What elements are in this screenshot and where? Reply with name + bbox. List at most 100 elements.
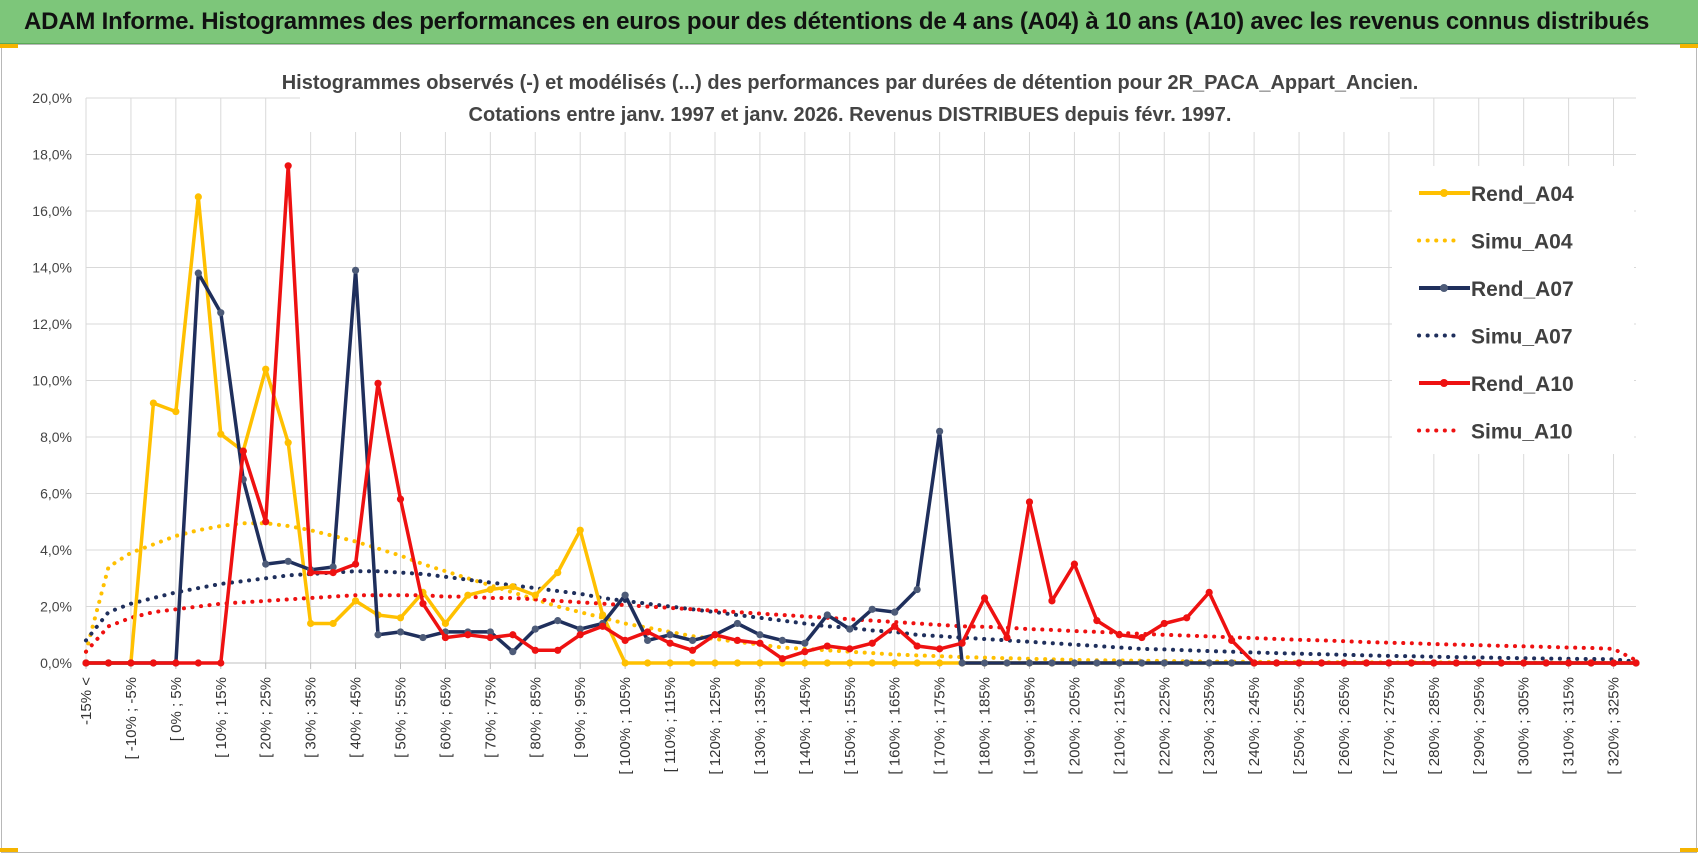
data-point-rend-a10: [1093, 617, 1101, 625]
data-point-rend-a10: [599, 622, 607, 630]
data-point-rend-a04: [576, 526, 584, 534]
data-point-rend-a07: [576, 625, 584, 633]
data-point-rend-a07: [756, 631, 764, 639]
legend-marker-rend-a07: [1440, 284, 1448, 292]
series-line-rend-a10: [86, 164, 1636, 665]
data-point-rend-a04: [733, 659, 742, 667]
data-point-rend-a04: [823, 659, 831, 667]
series-line-simu-a04: [84, 521, 1638, 665]
data-point-rend-a10: [1183, 614, 1191, 622]
data-point-rend-a10: [1317, 659, 1326, 667]
data-point-rend-a07: [329, 563, 337, 571]
data-point-rend-a07: [1093, 659, 1101, 667]
data-point-rend-a10: [1070, 560, 1079, 568]
x-tick-label: [ 100% ; 105%: [617, 677, 634, 775]
data-point-rend-a10: [1025, 498, 1034, 506]
data-point-rend-a07: [284, 557, 292, 565]
y-tick-label: 6,0%: [40, 486, 72, 502]
x-tick-label: [ 10% ; 15%: [213, 677, 230, 758]
x-tick-label: [ 20% ; 25%: [258, 677, 275, 758]
data-point-rend-a07: [936, 427, 944, 435]
data-point-rend-a10: [958, 639, 966, 647]
series-line-simu-a07: [84, 569, 1638, 664]
data-point-rend-a10: [1632, 659, 1640, 667]
data-point-rend-a10: [913, 642, 921, 650]
data-point-rend-a10: [778, 655, 786, 663]
data-point-rend-a04: [913, 659, 921, 667]
data-point-rend-a10: [1160, 619, 1168, 628]
data-point-rend-a07: [666, 631, 674, 639]
x-tick-label: [ 190% ; 195%: [1021, 677, 1038, 775]
data-point-rend-a10: [1250, 659, 1258, 667]
data-point-rend-a04: [262, 365, 270, 373]
data-point-rend-a04: [172, 407, 180, 416]
x-tick-label: [ 160% ; 165%: [887, 677, 904, 775]
legend-marker-rend-a10: [1440, 379, 1448, 387]
data-point-rend-a10: [1048, 597, 1056, 605]
data-point-rend-a10: [1340, 659, 1348, 667]
data-point-rend-a10: [464, 631, 472, 639]
legend: Rend_A04 Simu_A04 Rend_A07 Simu_A07 Rend_A10…: [1392, 166, 1634, 454]
data-point-rend-a04: [464, 591, 472, 599]
data-point-rend-a07: [891, 608, 899, 616]
data-point-rend-a10: [1295, 659, 1303, 667]
corner-mark: [0, 44, 18, 48]
data-point-rend-a10: [868, 639, 876, 647]
x-tick-label: [ 310% ; 315%: [1561, 677, 1578, 775]
chart-frame: [1, 44, 1697, 853]
data-point-rend-a10: [1542, 659, 1550, 667]
y-tick-label: 16,0%: [32, 203, 72, 219]
data-point-rend-a04: [486, 585, 494, 594]
data-point-rend-a04: [643, 659, 652, 667]
y-tick-label: 12,0%: [32, 316, 72, 332]
data-point-rend-a04: [599, 611, 607, 619]
x-tick-label: [ 30% ; 35%: [303, 677, 320, 758]
data-point-rend-a10: [1452, 659, 1460, 667]
data-point-rend-a10: [1362, 659, 1371, 667]
data-point-rend-a10: [643, 628, 652, 636]
data-point-rend-a07: [194, 269, 202, 277]
data-point-rend-a10: [846, 645, 854, 653]
data-point-rend-a10: [801, 648, 809, 656]
data-point-rend-a07: [1115, 659, 1123, 667]
data-point-rend-a07: [1048, 659, 1056, 667]
report-banner: ADAM Informe. Histogrammes des performan…: [0, 0, 1698, 44]
data-point-rend-a07: [980, 659, 989, 667]
data-point-rend-a10: [711, 631, 719, 639]
x-tick-label: [ 170% ; 175%: [932, 677, 949, 775]
x-tick-label: [ 70% ; 75%: [482, 677, 499, 758]
data-point-rend-a10: [688, 646, 697, 654]
data-point-rend-a10: [1520, 659, 1528, 667]
data-point-rend-a04: [801, 659, 809, 667]
x-tick-label: -15% <: [78, 677, 95, 725]
x-tick-label: [ 290% ; 295%: [1471, 677, 1488, 775]
data-point-rend-a04: [149, 399, 157, 407]
data-point-rend-a10: [419, 600, 427, 608]
data-point-rend-a04: [846, 659, 854, 667]
legend-marker-rend-a04: [1440, 189, 1448, 197]
y-tick-label: 2,0%: [40, 599, 72, 615]
data-point-rend-a10: [621, 636, 629, 645]
y-tick-label: 8,0%: [40, 429, 72, 445]
y-tick-label: 0,0%: [40, 655, 72, 671]
y-axis-ticks: 0,0% 2,0% 4,0% 6,0% 8,0% 10,0% 12,0% 14,0% 16,0%…: [32, 90, 72, 671]
data-point-rend-a10: [1003, 633, 1011, 642]
data-point-rend-a10: [576, 631, 584, 639]
legend-label-rend-a04: Rend_A04: [1471, 183, 1574, 206]
series-line-simu-a10: [84, 593, 1638, 663]
data-point-rend-a10: [756, 639, 764, 647]
data-point-rend-a10: [1138, 633, 1146, 642]
data-point-rend-a07: [801, 639, 809, 647]
x-tick-label: [ 210% ; 215%: [1111, 677, 1128, 775]
x-tick-label: [ 120% ; 125%: [707, 677, 724, 775]
data-point-rend-a07: [1025, 659, 1034, 667]
data-point-rend-a04: [217, 430, 225, 438]
data-point-rend-a04: [891, 659, 899, 667]
data-point-rend-a07: [1138, 659, 1146, 667]
corner-mark: [1680, 44, 1698, 48]
legend-label-simu-a10: Simu_A10: [1471, 421, 1573, 444]
data-point-rend-a07: [733, 619, 742, 628]
data-point-rend-a10: [1228, 636, 1236, 645]
data-point-rend-a10: [936, 645, 944, 653]
